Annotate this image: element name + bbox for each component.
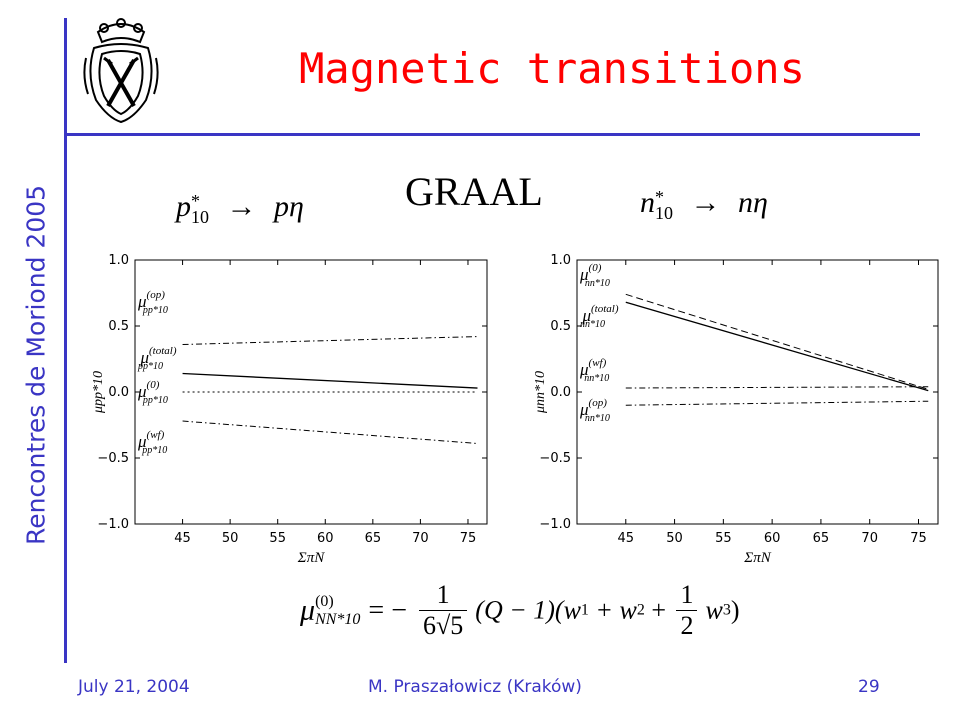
formula-s2: 2 [636,601,645,619]
footer-date: July 21, 2004 [78,677,190,697]
formula-w3: w [705,595,723,625]
right-series-line [625,301,929,392]
left-chart: 45 50 55 60 65 70 75 −1.0 −0.5 0.0 0.5 1.0 ΣπN μpp*10… [91,253,488,566]
left-process-sub: 10 [191,207,209,228]
right-x-axis-label: ΣπN [743,550,771,566]
left-x-tick-label: 75 [460,531,477,546]
right-x-tick-label: 50 [666,531,683,546]
left-x-tick-label: 50 [222,531,239,546]
right-y-tick-label: −1.0 [539,517,571,532]
formula-num-2: 1 [676,580,698,611]
left-x-tick-label: 70 [412,531,429,546]
coat-of-arms-icon [83,18,159,124]
left-series-line [182,372,478,389]
formula-s1: 1 [580,601,589,619]
formula-s3: 3 [722,601,731,619]
formula-equals: = − [368,594,407,626]
left-x-axis-label: ΣπN [297,550,325,566]
left-process-label: p * 10 → pη [176,190,304,228]
right-process-rhs: nη [738,186,768,219]
left-x-tick-label: 55 [269,531,286,546]
left-y-tick-label: −1.0 [97,517,129,532]
formula-frac-1: 1 6√5 [419,580,468,641]
right-y-tick-label: 0.0 [550,385,571,400]
slide-title: Magnetic transitions [299,44,805,93]
right-series-label: μ(total) nn*10 [580,303,619,330]
left-y-tick-label: 1.0 [108,253,129,268]
right-chart: 45 50 55 60 65 70 75 −1.0 −0.5 0.0 0.5 1.0 ΣπN μnn*10… [533,253,939,566]
right-plot-frame [576,259,939,525]
left-x-tick-label: 65 [365,531,382,546]
formula-den-2: 2 [680,611,694,640]
formula-plus2: + [644,595,673,625]
formula-plus1: + w [588,595,637,625]
formula-close: ) [730,595,740,625]
right-y-tick-label: 1.0 [550,253,571,268]
conference-side-title: Rencontres de Moriond 2005 [21,184,51,546]
right-series-label: μ(op) nn*10 [579,397,610,424]
graal-label: GRAAL [405,169,543,214]
right-x-tick-label: 45 [618,531,635,546]
right-process-lhs: n [640,186,655,219]
right-x-tick-label: 60 [764,531,781,546]
right-x-tick-label: 55 [715,531,732,546]
right-series-line [625,400,929,406]
right-series-label: μ(0) nn*10 [579,262,610,289]
formula-mu-sub: NN*10 [315,610,361,628]
left-series-label: μ(0) pp*10 [137,379,168,406]
left-y-axis-label: μpp*10 [91,371,106,414]
left-x-tick-label: 45 [174,531,191,546]
left-series-label: μ(total) pp*10 [137,345,177,372]
left-series-line [182,420,478,444]
left-series-label: μ(op) pp*10 [137,289,168,316]
right-y-tick-label: 0.5 [550,319,571,334]
right-y-tick-label: −0.5 [539,451,571,466]
right-process-label: n * 10 → nη [640,186,768,224]
right-series-label: μ(wf) nn*10 [579,357,609,384]
left-series-line [182,336,478,345]
left-process-rhs: pη [274,190,304,223]
right-process-sub: 10 [655,203,673,224]
left-y-tick-label: −0.5 [97,451,129,466]
header-rule [64,133,920,136]
left-process-sup: * [191,190,200,211]
formula-mu: μ [300,593,316,627]
formula-den-1: 6√5 [423,611,464,640]
right-x-tick-label: 75 [910,531,927,546]
footer-author: M. Praszałowicz (Kraków) [368,677,582,697]
right-process-arrow: → [690,186,721,219]
footer-page-number: 29 [858,677,880,697]
right-x-tick-label: 70 [861,531,878,546]
right-series-line [625,293,929,390]
right-x-tick-label: 65 [813,531,830,546]
left-rule [64,18,67,663]
left-process-arrow: → [226,190,257,223]
right-process-sup: * [655,186,664,207]
formula-mid: (Q − 1)(w [475,595,581,625]
left-y-tick-label: 0.0 [108,385,129,400]
left-x-tick-label: 60 [317,531,334,546]
right-y-axis-label: μnn*10 [533,371,548,414]
formula-num-1: 1 [419,580,468,611]
left-process-lhs: p [176,190,191,223]
left-y-tick-label: 0.5 [108,319,129,334]
formula-mu-sup: (0) [315,592,334,610]
left-series-label: μ(wf) pp*10 [137,429,167,456]
right-series-line [625,386,929,389]
